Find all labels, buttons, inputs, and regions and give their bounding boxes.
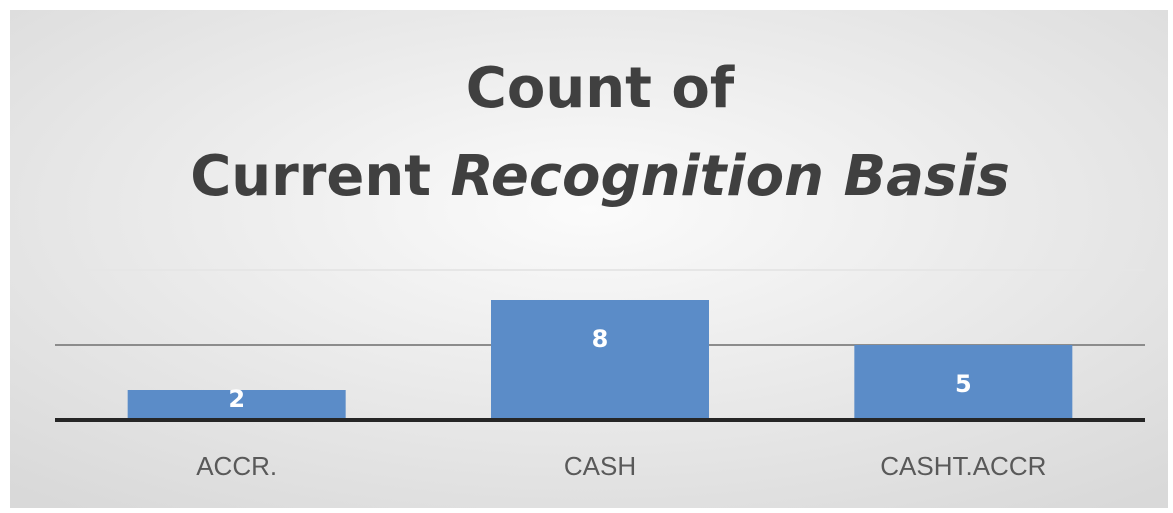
title-part: Current	[190, 144, 431, 209]
x-tick-label: ACCR.	[196, 451, 277, 481]
title-part: Recognition Basis	[451, 144, 1010, 209]
chart-background	[10, 10, 1168, 508]
x-tick-label: CASHT.ACCR	[880, 451, 1046, 481]
bar	[127, 390, 346, 420]
chart-title: Current Recognition Basis	[190, 144, 1010, 209]
value-label: 5	[955, 370, 972, 398]
value-label: 2	[228, 385, 245, 413]
value-label: 8	[592, 325, 609, 353]
bar	[491, 300, 709, 420]
chart-title: Count of	[466, 56, 735, 121]
x-tick-label: CASH	[564, 451, 636, 481]
bar	[854, 345, 1073, 420]
